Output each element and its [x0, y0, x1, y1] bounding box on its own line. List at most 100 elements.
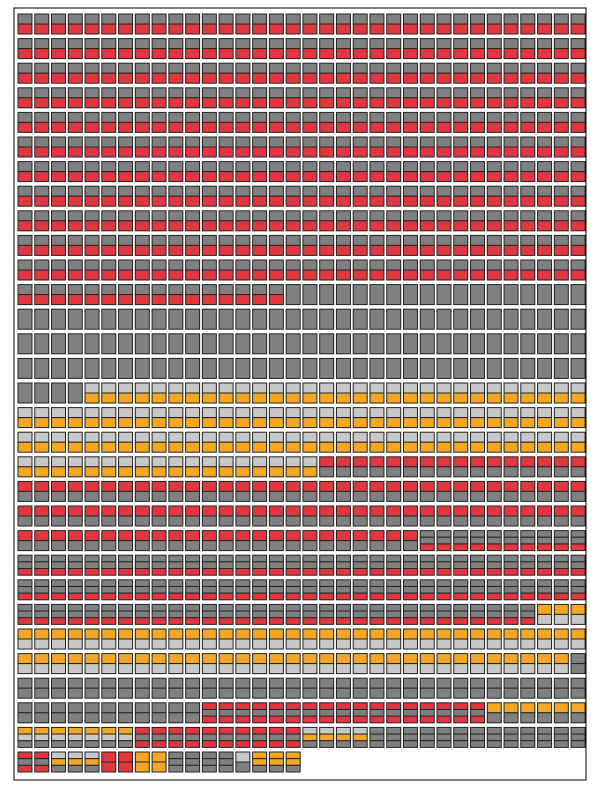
icon-stripe — [268, 382, 284, 394]
icon-stripe — [470, 87, 486, 99]
icon-stripe — [268, 610, 284, 619]
icon — [268, 726, 284, 748]
icon-stripe — [369, 259, 385, 271]
icon-stripe — [101, 751, 117, 763]
icon-stripe — [51, 579, 67, 587]
icon-stripe — [486, 490, 502, 502]
icon-stripe — [118, 761, 134, 773]
icon — [101, 628, 117, 650]
icon — [252, 530, 268, 552]
icon-stripe — [436, 708, 452, 717]
icon-stripe — [168, 441, 184, 453]
icon-stripe — [453, 308, 469, 330]
icon — [570, 726, 586, 748]
icon-stripe — [453, 259, 469, 271]
icon-stripe — [570, 136, 586, 148]
icon-stripe — [453, 48, 469, 60]
icon-stripe — [419, 72, 435, 84]
icon — [319, 111, 335, 133]
icon-stripe — [34, 490, 50, 502]
icon-stripe — [67, 382, 83, 404]
icon-stripe — [17, 62, 33, 74]
icon-stripe — [34, 48, 50, 60]
icon-stripe — [453, 740, 469, 748]
icon — [285, 210, 301, 232]
icon-stripe — [101, 568, 117, 576]
icon-stripe — [118, 490, 134, 502]
icon — [285, 136, 301, 158]
icon — [268, 210, 284, 232]
icon — [134, 111, 150, 133]
icon-stripe — [503, 210, 519, 222]
icon-stripe — [101, 431, 117, 443]
icon — [201, 382, 217, 404]
icon-stripe — [319, 195, 335, 207]
icon — [201, 751, 217, 773]
icon-stripe — [570, 702, 586, 714]
icon-stripe — [470, 284, 486, 306]
icon — [285, 530, 301, 552]
icon-stripe — [268, 171, 284, 183]
icon-stripe — [319, 610, 335, 619]
icon-stripe — [134, 220, 150, 232]
icon-stripe — [503, 592, 519, 601]
icon-stripe — [17, 161, 33, 173]
icon-stripe — [386, 333, 402, 355]
icon-stripe — [268, 726, 284, 735]
icon — [419, 185, 435, 207]
icon — [369, 111, 385, 133]
icon-stripe — [386, 677, 402, 689]
icon-stripe — [570, 568, 586, 576]
icon — [369, 726, 385, 748]
icon-stripe — [17, 554, 33, 563]
icon-stripe — [168, 617, 184, 625]
icon-stripe — [84, 431, 100, 443]
icon-stripe — [101, 308, 117, 330]
icon — [218, 726, 234, 748]
icon-stripe — [486, 259, 502, 271]
icon — [503, 677, 519, 699]
icon-stripe — [537, 195, 553, 207]
icon-stripe — [436, 638, 452, 650]
icon-stripe — [436, 663, 452, 675]
icon — [419, 382, 435, 404]
icon-stripe — [218, 638, 234, 650]
icon — [268, 554, 284, 576]
icon — [335, 382, 351, 404]
icon — [17, 185, 33, 207]
icon-stripe — [118, 284, 134, 296]
icon-stripe — [369, 171, 385, 183]
icon — [470, 62, 486, 84]
icon-stripe — [520, 663, 536, 675]
icon-stripe — [470, 161, 486, 173]
icon — [218, 603, 234, 625]
icon — [17, 480, 33, 502]
icon — [453, 62, 469, 84]
icon — [520, 284, 536, 306]
icon-stripe — [386, 617, 402, 625]
icon-stripe — [51, 195, 67, 207]
icon-stripe — [319, 382, 335, 394]
icon — [67, 234, 83, 256]
icon-stripe — [419, 38, 435, 50]
icon-stripe — [201, 23, 217, 35]
icon — [118, 87, 134, 109]
icon-stripe — [17, 136, 33, 148]
icon-stripe — [520, 677, 536, 689]
icon-stripe — [285, 540, 301, 552]
icon-stripe — [386, 185, 402, 197]
icon-stripe — [486, 48, 502, 60]
icon-stripe — [252, 687, 268, 699]
icon-stripe — [369, 357, 385, 379]
icon-stripe — [235, 234, 251, 246]
icon-stripe — [369, 382, 385, 394]
icon-stripe — [235, 603, 251, 612]
icon-stripe — [84, 441, 100, 453]
icon — [101, 530, 117, 552]
icon — [369, 136, 385, 158]
icon-stripe — [285, 554, 301, 563]
icon-stripe — [419, 48, 435, 60]
icon-stripe — [17, 284, 33, 296]
icon-stripe — [386, 638, 402, 650]
icon-stripe — [51, 72, 67, 84]
